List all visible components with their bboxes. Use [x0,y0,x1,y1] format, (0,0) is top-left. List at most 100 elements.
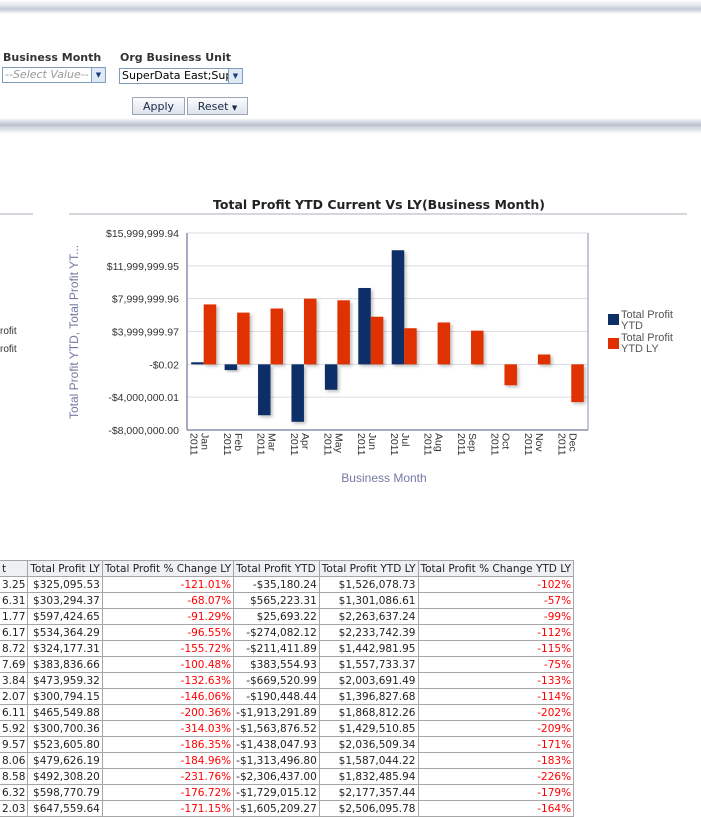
y-tick-label: $7,999,999.96 [112,294,179,306]
table-cell: $2,233,742.39 [318,624,419,641]
table-cell: $523,605.80 [27,736,103,753]
chevron-down-icon[interactable]: ▼ [91,68,105,82]
table-cell: $534,364.29 [27,624,103,641]
table-cell: -$35,180.24 [233,576,320,593]
column-header[interactable]: Total Profit YTD [233,560,320,577]
table-cell: -121.01% [101,576,235,593]
business-month-label: Business Month [3,51,102,64]
table-cell: -171.15% [101,800,235,817]
bar-ytd-apr[interactable] [291,364,304,422]
y-tick-label: -$0.02 [149,359,179,371]
table-cell: 7.69 [0,656,29,673]
bar-ytd-ly-feb[interactable] [237,312,250,365]
table-cell: $383,554.93 [233,656,320,673]
table-cell: $597,424.65 [27,608,103,625]
table-cell: -$1,563,876.52 [233,720,320,737]
table-cell: -202% [417,704,575,721]
caret-down-icon: ▼ [231,104,238,112]
y-axis-title: Total Profit YTD, Total Profit YT... [67,245,81,419]
table-cell: -$274,082.12 [233,624,320,641]
table-cell: -100.48% [101,656,235,673]
x-tick-label-year: 2011 [188,433,200,456]
table-cell: $2,177,357.44 [318,784,419,801]
left-pane-divider [0,213,33,215]
y-tick-label: -$8,000,000.00 [108,425,179,437]
bar-ytd-may[interactable] [324,364,338,390]
column-header[interactable]: Total Profit LY [27,560,103,577]
table-cell: -102% [417,576,575,593]
table-cell: 2.07 [0,688,29,705]
table-cell: -179% [417,784,575,801]
business-month-select[interactable]: --Select Value-- ▼ [2,67,106,83]
column-header[interactable]: Total Profit % Change YTD LY [417,560,575,577]
apply-button[interactable]: Apply [132,97,185,115]
bar-ytd-ly-jun[interactable] [370,316,384,365]
x-tick-label-year: 2011 [255,433,267,456]
legend-swatch-ytd [608,314,619,325]
x-tick-label: Nov [533,433,545,452]
bar-ytd-ly-nov[interactable] [537,354,551,365]
chevron-down-icon[interactable]: ▼ [228,69,242,83]
left-legend-fragment: rofit [0,326,17,337]
x-tick-label: Feb [232,433,244,451]
table-cell: $2,263,637.24 [318,608,419,625]
x-tick-label-year: 2011 [321,433,333,456]
bar-ytd-ly-oct[interactable] [504,364,517,386]
table-cell: -200.36% [101,704,235,721]
x-tick-label-year: 2011 [288,433,300,456]
business-month-placeholder: --Select Value-- [5,68,89,81]
column-header[interactable]: t [0,560,29,577]
table-cell: 1.77 [0,608,29,625]
bar-ytd-ly-jul[interactable] [404,328,417,365]
table-cell: $383,836.66 [27,656,103,673]
table-cell: 6.17 [0,624,29,641]
table-cell: $324,177.31 [27,640,103,657]
bar-ytd-jun[interactable] [358,287,371,365]
x-tick-label: Dec [566,433,578,452]
table-cell: -$1,313,496.80 [233,752,320,769]
table-cell: -68.07% [101,592,235,609]
reset-button[interactable]: Reset ▼ [187,97,248,115]
table-cell: -183% [417,752,575,769]
table-cell: $25,693.22 [233,608,320,625]
x-tick-label: Jun [366,433,378,450]
x-tick-label: Jul [399,433,411,446]
y-tick-label: $11,999,999.95 [107,261,179,273]
table-cell: -75% [417,656,575,673]
column-header[interactable]: Total Profit YTD LY [318,560,419,577]
bar-ytd-ly-apr[interactable] [303,298,317,365]
bar-ytd-ly-sep[interactable] [471,330,484,365]
bar-ytd-ly-jan[interactable] [203,304,217,365]
table-cell: 2.03 [0,800,29,817]
profit-table: t Total Profit LY Total Profit % Change LY… [0,560,575,817]
table-cell: -114% [417,688,575,705]
bar-ytd-jan[interactable] [191,362,204,365]
table-cell: -$1,438,047.93 [233,736,320,753]
table-cell: -132.63% [101,672,235,689]
column-header[interactable]: Total Profit % Change LY [101,560,235,577]
table-cell: -176.72% [101,784,235,801]
bar-ytd-ly-aug[interactable] [437,322,451,365]
table-row: 6.32 $598,770.79 -176.72% -$1,729,015.12 $2,… [0,784,575,801]
table-cell: $2,506,095.78 [318,800,419,817]
legend-label-ytd-ly-line2: YTD LY [621,343,659,355]
table-cell: -57% [417,592,575,609]
table-cell: $473,959.32 [27,672,103,689]
table-cell: $492,308.20 [27,768,103,785]
table-cell: $2,003,691.49 [318,672,419,689]
table-cell: $1,429,510.85 [318,720,419,737]
table-cell: -226% [417,768,575,785]
table-cell: $2,036,509.34 [318,736,419,753]
bar-ytd-ly-dec[interactable] [571,364,584,403]
bar-ytd-mar[interactable] [258,364,271,416]
bar-ytd-ly-may[interactable] [337,300,350,365]
bar-ytd-ly-mar[interactable] [270,308,284,365]
table-cell: $325,095.53 [27,576,103,593]
table-cell: -$190,448.44 [233,688,320,705]
org-business-unit-select[interactable]: SuperData East;SuperData ▼ [119,68,243,84]
y-tick-label: -$4,000,000.01 [108,392,179,404]
table-cell: -184.96% [101,752,235,769]
x-tick-label-year: 2011 [355,433,367,456]
bar-ytd-jul[interactable] [391,250,405,365]
bar-ytd-feb[interactable] [224,364,238,371]
